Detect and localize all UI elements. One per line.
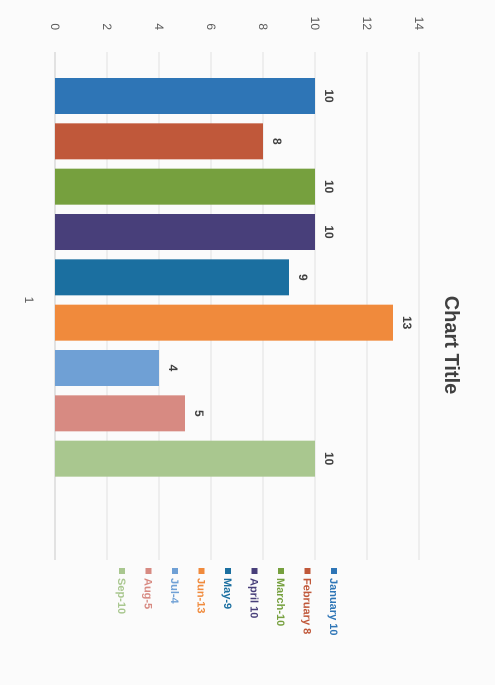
legend-label: May-9 (221, 578, 233, 609)
bars (55, 78, 393, 477)
legend-swatch (331, 568, 337, 574)
value-tick-label: 4 (152, 23, 166, 30)
value-tick-label: 10 (308, 17, 322, 31)
chart-title: Chart Title (440, 296, 462, 395)
bar (55, 168, 315, 205)
value-tick-label: 0 (48, 23, 62, 30)
data-label: 13 (400, 316, 414, 330)
legend-swatch (198, 568, 205, 574)
data-label: 10 (322, 89, 336, 103)
value-tick-label: 8 (256, 23, 270, 30)
legend-label: Aug-5 (142, 578, 154, 609)
legend-swatch (172, 568, 178, 574)
data-label: 8 (270, 138, 284, 145)
data-label: 10 (322, 452, 336, 466)
legend-swatch (304, 568, 311, 574)
legend-swatch (225, 568, 231, 574)
legend-label: April 10 (248, 578, 260, 618)
category-label: 1 (22, 297, 36, 304)
legend-swatch (278, 568, 284, 574)
value-tick-label: 2 (100, 23, 114, 30)
bar (55, 123, 263, 160)
bar (55, 440, 315, 477)
value-tick-label: 14 (412, 17, 426, 31)
legend-label: Jul-4 (168, 578, 180, 605)
data-label: 10 (322, 225, 336, 239)
value-axis-ticks: 0 2 4 6 8 10 12 14 (48, 17, 426, 31)
value-tick-label: 6 (204, 23, 218, 30)
legend-label: February 8 (301, 578, 313, 634)
bar (55, 214, 315, 250)
rotated-chart-group: 0 2 4 6 8 10 12 14 10 8 10 10 9 13 4 5 10 1 Chart Title… (22, 17, 462, 636)
value-tick-label: 12 (360, 17, 374, 31)
bar (55, 259, 289, 296)
data-labels: 10 8 10 10 9 13 4 5 10 (166, 89, 414, 465)
data-label: 9 (296, 274, 310, 281)
legend-label: Jun-13 (195, 578, 207, 613)
bar (55, 350, 159, 386)
data-label: 4 (166, 365, 180, 372)
bar (55, 395, 185, 432)
legend-swatch (145, 568, 152, 574)
data-label: 10 (322, 180, 336, 194)
legend-label: January 10 (327, 578, 339, 635)
legend-swatch (119, 568, 125, 574)
bar (55, 304, 393, 341)
legend-swatch (251, 568, 258, 574)
legend: January 10 February 8 March-10 April 10 May-… (115, 568, 339, 635)
legend-label: March-10 (274, 578, 286, 626)
bar (55, 78, 315, 114)
legend-label: Sep-10 (115, 578, 127, 614)
data-label: 5 (192, 410, 206, 417)
